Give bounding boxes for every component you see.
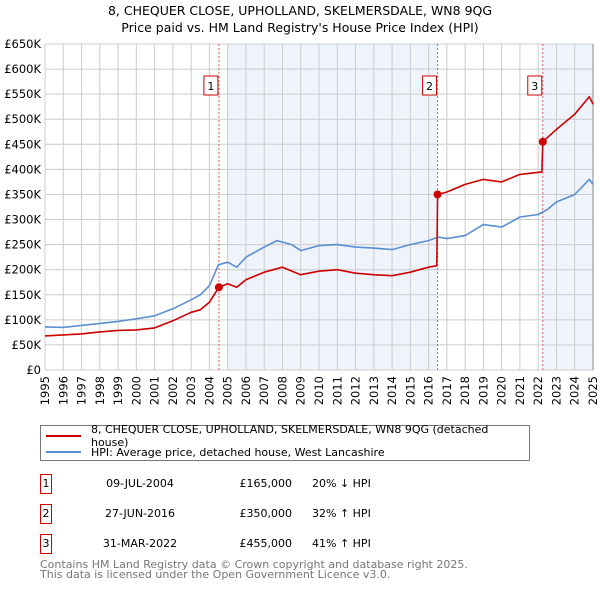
hpi-line	[44, 178, 594, 329]
sale-label: 3	[531, 80, 538, 93]
x-tick-label: 1996	[56, 376, 70, 405]
y-tick-label: £150K	[4, 288, 41, 302]
sale-label-box	[203, 75, 219, 96]
y-tick-label: £250K	[4, 238, 41, 252]
x-tick-label: 2005	[221, 376, 235, 405]
x-tick-label: 2018	[458, 376, 472, 405]
x-tick-label: 2020	[495, 376, 509, 405]
y-tick-label: £200K	[4, 263, 41, 277]
sale-date: 27-JUN-2016	[104, 507, 176, 520]
sale-hpi-diff: 20% ↓ HPI	[312, 477, 371, 490]
sale-price: £350,000	[239, 507, 293, 520]
sale-number: 2	[40, 504, 52, 524]
x-tick-label: 1995	[38, 376, 52, 405]
sale-row: 2 27-JUN-2016 £350,000 32% ↑ HPI	[40, 504, 440, 524]
y-tick-label: £650K	[4, 37, 41, 51]
footer-copyright: Contains HM Land Registry data © Crown c…	[40, 558, 468, 571]
sale-number: 3	[40, 534, 52, 554]
legend-label-hpi: HPI: Average price, detached house, West…	[91, 445, 385, 459]
y-tick-label: £300K	[4, 213, 41, 227]
x-tick-label: 2002	[166, 376, 180, 405]
x-tick-label: 1998	[93, 376, 107, 405]
y-tick-label: £350K	[4, 187, 41, 201]
y-tick-label: £50K	[12, 338, 42, 352]
legend-label-property: 8, CHEQUER CLOSE, UPHOLLAND, SKELMERSDAL…	[90, 423, 489, 449]
y-tick-label: £450K	[4, 137, 41, 151]
sale-hpi-diff: 41% ↑ HPI	[312, 537, 371, 550]
footer-licence: This data is licensed under the Open Gov…	[40, 568, 391, 581]
sale-label: 2	[426, 80, 433, 93]
x-tick-label: 2016	[422, 376, 436, 405]
plot-area: 1995 1996 1997 1998 1999 2000 2001 2002 2003 2004…	[4, 37, 600, 405]
y-tick-label: £600K	[4, 62, 41, 76]
sale-label-box	[422, 75, 438, 96]
legend-swatch-blue	[46, 451, 81, 453]
x-tick-label: 2025	[586, 376, 600, 405]
x-tick-label: 2024	[568, 376, 582, 405]
y-tick-label: £400K	[4, 162, 41, 176]
x-tick-label: 2013	[367, 376, 381, 405]
sale-date: 31-MAR-2022	[102, 537, 178, 550]
legend: 8, CHEQUER CLOSE, UPHOLLAND, SKELMERSDAL…	[40, 423, 530, 461]
sale-point	[538, 137, 547, 146]
x-tick-label: 2015	[403, 376, 417, 405]
x-tick-label: 2010	[312, 376, 326, 405]
y-tick-label: £550K	[4, 87, 41, 101]
y-tick-label: £0	[26, 363, 41, 377]
legend-item-hpi: HPI: Average price, detached house, West…	[41, 444, 385, 460]
sale-price: £165,000	[239, 477, 293, 490]
sale-price: £455,000	[239, 537, 293, 550]
x-tick-label: 2009	[294, 376, 308, 405]
x-tick-label: 2001	[148, 376, 162, 405]
x-tick-label: 1999	[111, 376, 125, 405]
chart-title: 8, CHEQUER CLOSE, UPHOLLAND, SKELMERSDAL…	[107, 3, 493, 18]
x-tick-label: 2004	[202, 376, 216, 405]
x-tick-label: 2022	[531, 376, 545, 405]
x-tick-label: 2003	[184, 376, 198, 405]
sale-label-box	[527, 75, 543, 96]
chart-subtitle: Price paid vs. HM Land Registry's House …	[121, 20, 479, 35]
sale-row: 1 09-JUL-2004 £165,000 20% ↓ HPI	[40, 474, 440, 494]
shaded-period	[227, 44, 438, 370]
footer: Contains HM Land Registry data © Crown c…	[40, 558, 468, 581]
price-paid-line	[44, 95, 594, 337]
x-tick-label: 2017	[440, 376, 454, 405]
sale-number: 1	[40, 474, 52, 494]
x-tick-label: 2019	[476, 376, 490, 405]
legend-swatch-red	[46, 435, 81, 437]
x-tick-label: 2000	[129, 376, 143, 405]
x-tick-label: 2007	[257, 376, 271, 405]
x-tick-label: 2008	[275, 376, 289, 405]
x-tick-label: 2014	[385, 376, 399, 405]
sale-label: 1	[207, 80, 214, 93]
sale-point	[433, 190, 442, 199]
sale-row: 3 31-MAR-2022 £455,000 41% ↑ HPI	[40, 534, 440, 554]
legend-item-property: 8, CHEQUER CLOSE, UPHOLLAND, SKELMERSDAL…	[41, 423, 529, 449]
x-tick-label: 2011	[330, 376, 344, 405]
y-tick-label: £500K	[4, 112, 41, 126]
x-tick-label: 2006	[239, 376, 253, 405]
y-tick-label: £100K	[4, 313, 41, 327]
x-tick-label: 2021	[513, 376, 527, 405]
x-tick-label: 2023	[549, 376, 563, 405]
sale-point	[214, 283, 223, 292]
x-tick-label: 1997	[75, 376, 89, 405]
sale-date: 09-JUL-2004	[106, 477, 174, 490]
x-tick-label: 2012	[349, 376, 363, 405]
sale-hpi-diff: 32% ↑ HPI	[312, 507, 371, 520]
